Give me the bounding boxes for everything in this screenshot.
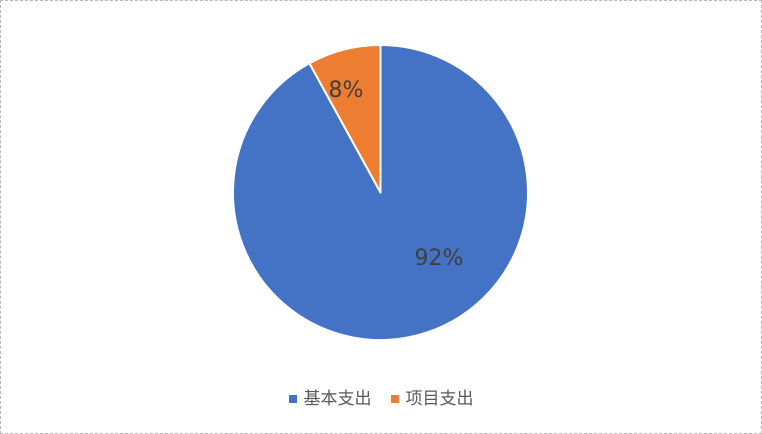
legend-swatch-icon [390, 395, 399, 404]
legend-label: 项目支出 [405, 389, 474, 409]
pie-data-label-1: 8% [328, 78, 364, 103]
legend-item-0: 基本支出 [288, 389, 372, 409]
legend-label: 基本支出 [303, 389, 372, 409]
legend-swatch-icon [288, 395, 297, 404]
pie-data-label-0: 92% [414, 246, 464, 271]
chart-legend: 基本支出 项目支出 [1, 389, 761, 409]
legend-item-1: 项目支出 [390, 389, 474, 409]
pie-slice-1 [308, 44, 382, 194]
